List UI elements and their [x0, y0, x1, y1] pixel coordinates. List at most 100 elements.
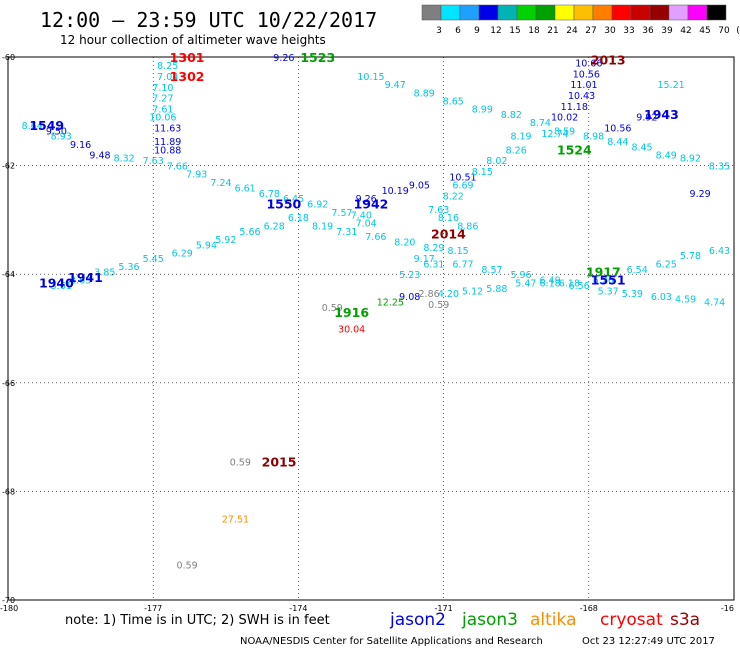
swh-value: 5.88 — [486, 284, 507, 295]
swh-value: 8.98 — [583, 132, 604, 143]
y-tick-label: -60 — [2, 53, 15, 62]
swh-value: 8.15 — [472, 167, 493, 178]
colorbar-label: (ft) — [736, 26, 740, 36]
x-tick-label: -180 — [0, 604, 18, 613]
swh-value: 8.57 — [481, 265, 502, 276]
swh-value: 6.92 — [307, 200, 328, 211]
colorbar-label: 36 — [642, 26, 654, 36]
swh-value: 11.89 — [154, 137, 181, 148]
pass-time-label: 1549 — [29, 118, 64, 133]
swh-value: 7.04 — [356, 219, 377, 230]
swh-value: 8.19 — [312, 221, 333, 232]
legend-jason2: jason2 — [389, 610, 446, 630]
swh-value: 5.39 — [622, 289, 643, 300]
swh-value: 10.66 — [575, 58, 602, 69]
pass-time-label: 1551 — [591, 273, 626, 288]
colorbar-swatch — [668, 4, 689, 21]
swh-value: 5.78 — [680, 251, 701, 262]
time-labels: 1301 1302 1523 2013 1549 1943 1524 1550 1942 2014… — [29, 50, 678, 470]
swh-value: 6.03 — [651, 292, 672, 303]
swh-value: 8.59 — [554, 126, 575, 137]
colorbar-swatch — [478, 4, 499, 21]
pass-time-label: 1941 — [68, 270, 103, 285]
swh-value: 5.37 — [598, 286, 619, 297]
swh-value: 30.04 — [338, 325, 365, 336]
swh-value: 6.29 — [172, 248, 193, 259]
swh-value: 6.31 — [423, 259, 444, 270]
swh-value: 9.26 — [356, 194, 377, 205]
swh-value: 7.66 — [365, 232, 386, 243]
swh-value: 8.49 — [656, 151, 677, 162]
data-marks: 9.269.509.169.4811.6311.8910.8810.6610.5… — [22, 53, 730, 572]
swh-value: 7.04 — [157, 72, 178, 83]
swh-value: 8.16 — [438, 213, 459, 224]
swh-value: 10.19 — [382, 186, 409, 197]
legend-s3a: s3a — [670, 610, 700, 630]
swh-value: 9.29 — [690, 189, 711, 200]
swh-value: 5.96 — [510, 270, 531, 281]
swh-value: 8.93 — [51, 132, 72, 143]
swh-value: 7.93 — [186, 170, 207, 181]
swh-value: 8.82 — [501, 110, 522, 121]
swh-value: 0.59 — [322, 303, 343, 314]
swh-value: 7.27 — [152, 94, 173, 105]
swh-value: 5.23 — [399, 270, 420, 281]
swh-value: 10.06 — [149, 113, 176, 124]
pass-time-label: 1524 — [557, 142, 592, 157]
chart-subtitle: 12 hour collection of altimeter wave hei… — [60, 33, 326, 47]
swh-value: 8.86 — [457, 221, 478, 232]
swh-value: 12.74 — [541, 129, 568, 140]
swh-value: 8.29 — [423, 243, 444, 254]
swh-value: 8.92 — [680, 153, 701, 164]
swh-value: 15.21 — [657, 80, 684, 91]
colorbar-swatch — [516, 4, 537, 21]
colorbar-label: 39 — [661, 26, 673, 36]
colorbar-label: 42 — [680, 26, 691, 36]
colorbar-swatch — [459, 4, 480, 21]
colorbar-label: 9 — [474, 26, 480, 36]
legend-cryosat: cryosat — [600, 610, 663, 630]
swh-value: 27.51 — [222, 515, 249, 526]
swh-value: 5.66 — [239, 227, 260, 238]
swh-value: 8.26 — [506, 145, 527, 156]
colorbar-swatch — [592, 4, 613, 21]
swh-value: 8.25 — [157, 61, 178, 72]
swh-value: 11.63 — [154, 124, 181, 135]
swh-value: 10.43 — [568, 91, 595, 102]
colorbar-swatch — [421, 4, 442, 21]
colorbar-swatch — [573, 4, 594, 21]
swh-value: 4.74 — [704, 297, 725, 308]
swh-value: 7.24 — [210, 178, 231, 189]
y-tick-label: -68 — [2, 487, 15, 496]
swh-value: 8.35 — [709, 162, 730, 173]
pass-time-label: 1916 — [334, 305, 369, 320]
swh-value: 8.22 — [443, 191, 464, 202]
swh-value: 7.66 — [167, 162, 188, 173]
swh-value: 9.50 — [46, 126, 67, 137]
legend-altika: altika — [530, 610, 577, 630]
swh-value: 11.18 — [561, 102, 588, 113]
swh-value: 8.44 — [607, 137, 628, 148]
axis-ticks: -60 -62 -64 -66 -68 -70-180 -177 -174 -171 -168 -1… — [0, 53, 734, 613]
swh-value: 9.26 — [273, 53, 294, 64]
swh-value: 4.20 — [438, 289, 459, 300]
colorbar-label: 15 — [509, 26, 520, 36]
colorbar-swatch — [649, 4, 670, 21]
footer-note: note: 1) Time is in UTC; 2) SWH is in fe… — [65, 613, 330, 628]
swh-value: 3.85 — [94, 267, 115, 278]
y-tick-label: -70 — [2, 596, 15, 605]
swh-value: 6.43 — [709, 246, 730, 257]
colorbar-swatch — [611, 4, 632, 21]
swh-value: 6.78 — [259, 189, 280, 200]
swh-value: 5.92 — [215, 235, 236, 246]
swh-value: 7.63 — [428, 205, 449, 216]
swh-value: 7.31 — [336, 227, 357, 238]
pass-time-label: 1301 — [170, 50, 205, 65]
x-tick-label: -16 — [721, 604, 734, 613]
swh-value: 8.64 — [22, 121, 43, 132]
swh-value: 10.56 — [573, 69, 600, 80]
pass-time-label: 1302 — [170, 69, 205, 84]
swh-value: 7.40 — [351, 210, 372, 221]
